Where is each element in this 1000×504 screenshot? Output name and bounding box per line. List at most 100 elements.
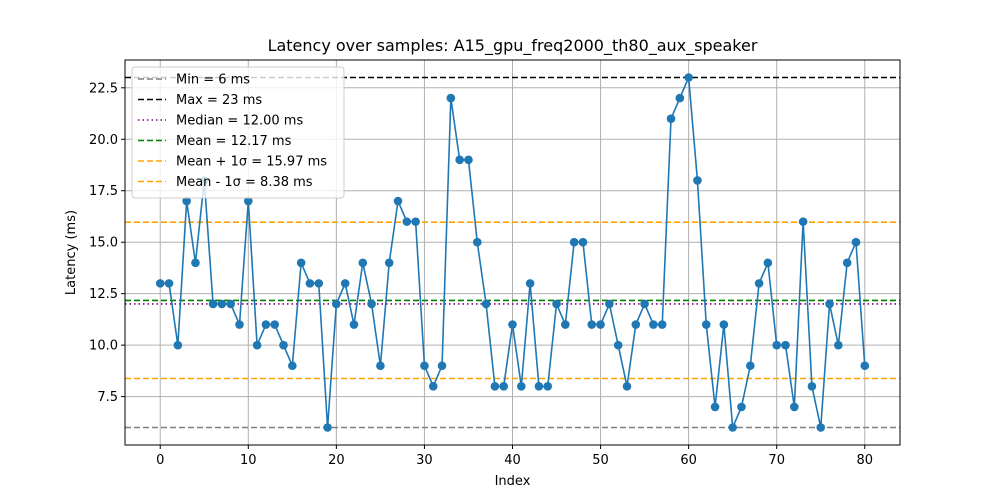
data-point-7: [217, 299, 227, 309]
x-tick-label-1: 10: [240, 453, 257, 468]
data-point-29: [411, 217, 420, 226]
y-tick-label-4: 17.5: [89, 184, 118, 199]
x-axis-label: Index: [495, 474, 531, 489]
data-point-42: [525, 279, 535, 288]
x-tick-label-3: 30: [416, 453, 433, 468]
data-point-9: [235, 320, 244, 329]
legend-label-2: Median = 12.00 ms: [176, 114, 303, 129]
data-point-20: [332, 299, 341, 309]
data-point-6: [208, 299, 218, 309]
data-point-12: [261, 320, 271, 329]
legend-label-5: Mean - 1σ = 8.38 ms: [176, 175, 313, 190]
y-tick-label-1: 10.0: [89, 339, 118, 354]
data-point-43: [534, 382, 544, 391]
data-point-53: [622, 382, 632, 391]
data-point-3: [182, 196, 191, 206]
data-point-76: [825, 299, 834, 309]
data-point-32: [437, 361, 447, 371]
data-point-69: [763, 258, 773, 268]
data-point-60: [684, 73, 693, 82]
data-point-54: [631, 320, 641, 329]
data-point-40: [508, 320, 517, 329]
data-point-31: [428, 382, 438, 391]
data-point-47: [569, 237, 579, 247]
legend-label-4: Mean + 1σ = 15.97 ms: [176, 155, 327, 170]
legend-box: [131, 66, 345, 199]
series-latency: [155, 73, 870, 432]
data-point-67: [745, 361, 755, 371]
data-point-38: [490, 382, 500, 391]
data-point-23: [358, 258, 368, 268]
data-point-55: [640, 299, 649, 309]
data-point-41: [517, 382, 526, 391]
data-point-70: [772, 340, 782, 350]
data-point-33: [446, 93, 456, 103]
data-point-48: [578, 237, 588, 247]
data-point-21: [340, 279, 350, 288]
data-point-0: [155, 279, 165, 288]
data-point-61: [693, 176, 702, 185]
data-point-66: [737, 402, 746, 412]
data-point-30: [420, 361, 429, 371]
data-point-16: [296, 258, 306, 268]
data-point-8: [226, 299, 235, 309]
y-axis-label: Latency (ms): [64, 210, 79, 295]
data-point-65: [728, 423, 737, 432]
data-point-80: [860, 361, 870, 371]
data-point-37: [481, 299, 491, 309]
data-point-77: [834, 340, 843, 350]
data-point-78: [842, 258, 852, 268]
data-point-68: [754, 279, 764, 288]
axis-ticks: 0 10 20 30 40 50 60 70 80 7.5 10.0 12.5 15.0 17.5 20.0…: [89, 81, 873, 468]
data-point-27: [393, 196, 403, 206]
data-point-58: [666, 114, 676, 123]
data-point-15: [288, 361, 297, 371]
y-tick-label-0: 7.5: [97, 390, 118, 405]
data-point-73: [798, 217, 808, 226]
legend-label-3: Mean = 12.17 ms: [176, 134, 292, 149]
data-point-62: [701, 320, 711, 329]
y-tick-label-5: 20.0: [89, 133, 118, 148]
data-point-14: [279, 340, 288, 350]
data-point-13: [270, 320, 280, 329]
data-point-26: [384, 258, 394, 268]
x-tick-label-5: 50: [592, 453, 609, 468]
data-point-63: [710, 402, 720, 412]
data-point-28: [402, 217, 412, 226]
data-point-49: [587, 320, 597, 329]
data-point-51: [605, 299, 614, 309]
x-tick-label-0: 0: [156, 453, 164, 468]
data-point-39: [499, 382, 508, 391]
data-point-50: [596, 320, 605, 329]
x-tick-label-7: 70: [768, 453, 785, 468]
data-point-57: [657, 320, 667, 329]
data-point-17: [305, 279, 315, 288]
y-tick-label-2: 12.5: [89, 287, 118, 302]
chart-title: Latency over samples: A15_gpu_freq2000_t…: [268, 36, 758, 56]
x-tick-label-8: 80: [856, 453, 873, 468]
data-point-36: [472, 237, 482, 247]
data-point-44: [543, 382, 553, 391]
data-point-2: [173, 340, 183, 350]
data-point-64: [719, 320, 729, 329]
data-point-11: [252, 340, 262, 350]
legend-label-1: Max = 23 ms: [176, 93, 262, 108]
data-point-4: [191, 258, 200, 268]
data-point-74: [807, 382, 817, 391]
data-point-10: [243, 196, 253, 206]
data-point-79: [851, 237, 861, 247]
data-point-75: [816, 423, 826, 432]
x-tick-label-6: 60: [680, 453, 697, 468]
data-point-71: [781, 340, 790, 350]
y-tick-label-6: 22.5: [89, 81, 118, 96]
data-point-19: [323, 423, 332, 432]
x-tick-label-2: 20: [328, 453, 345, 468]
data-point-45: [552, 299, 561, 309]
data-point-72: [790, 402, 799, 412]
data-point-18: [314, 279, 324, 288]
legend: Min = 6 ms Max = 23 ms Median = 12.00 ms Me…: [131, 66, 345, 199]
data-point-59: [675, 93, 685, 103]
data-point-52: [613, 340, 623, 350]
